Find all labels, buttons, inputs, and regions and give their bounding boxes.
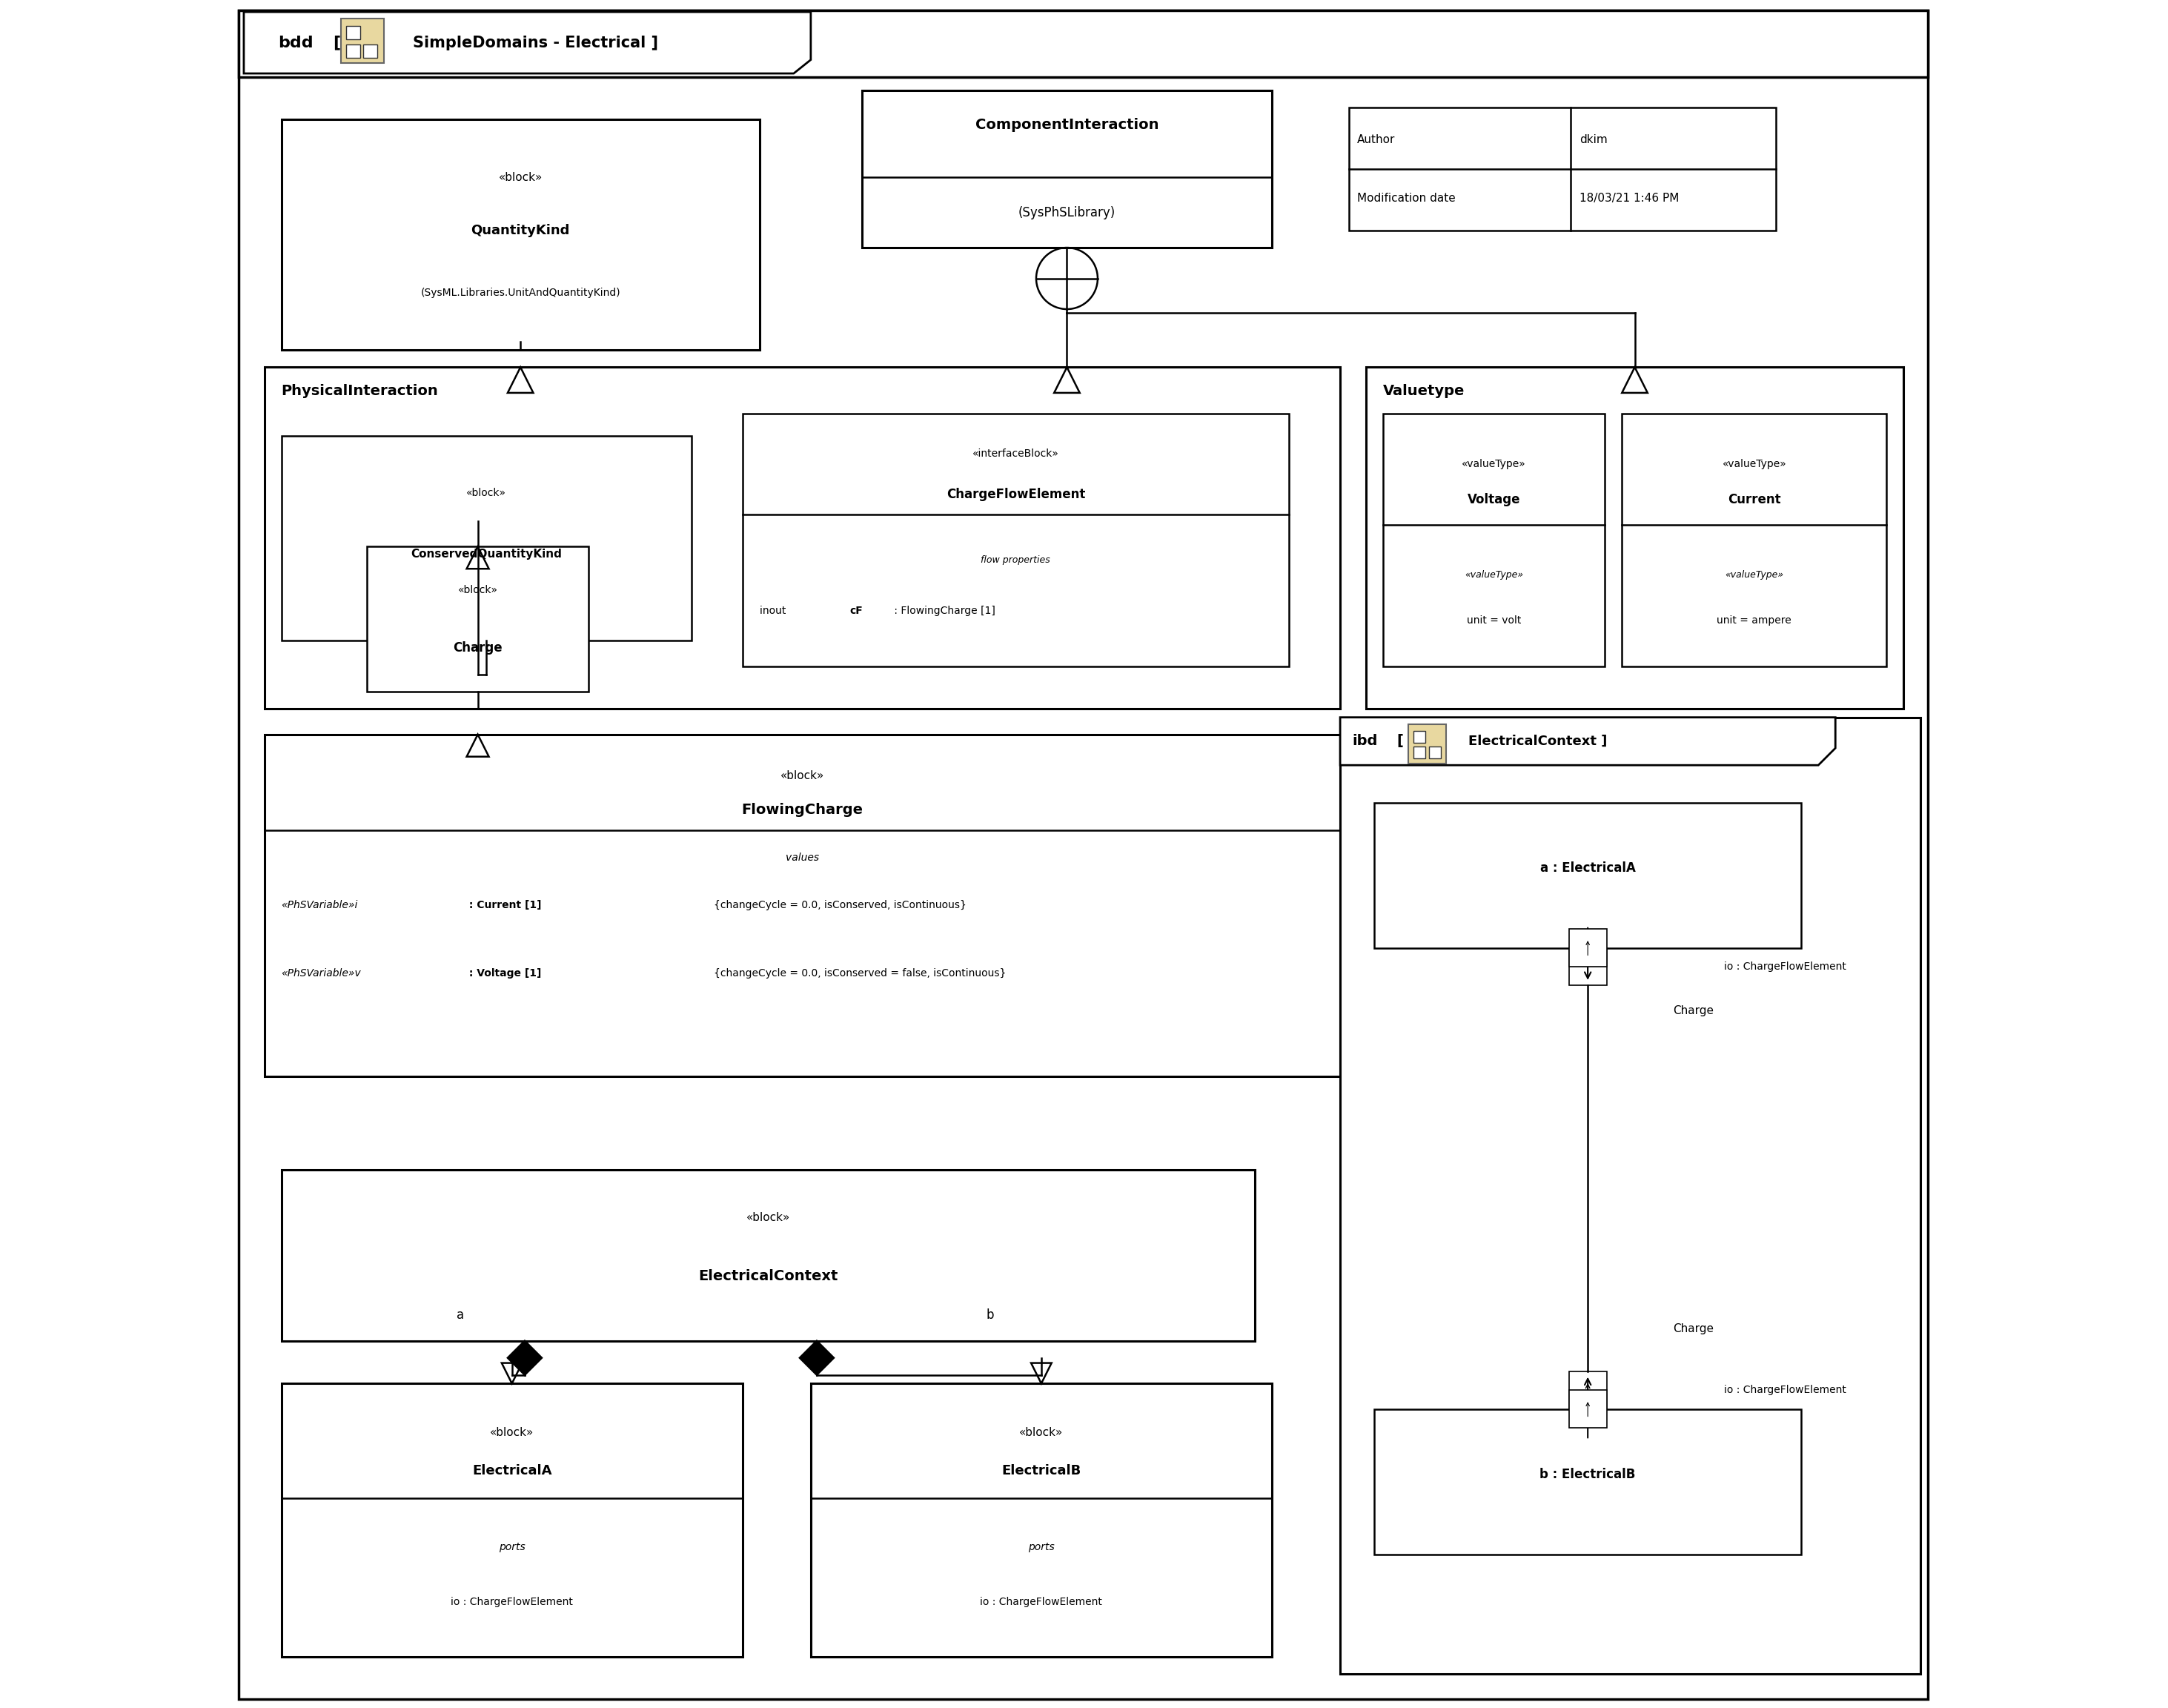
Text: «block»: «block» [780, 770, 824, 781]
Text: io : ChargeFlowElement: io : ChargeFlowElement [980, 1597, 1101, 1607]
Bar [340, 19, 384, 63]
Bar [741, 413, 1290, 666]
Text: Charge: Charge [453, 642, 503, 654]
Bar [811, 1383, 1273, 1657]
Text: «PhSVariable»v: «PhSVariable»v [282, 968, 362, 979]
Text: ElectricalContext: ElectricalContext [698, 1269, 837, 1283]
Text: Charge: Charge [1674, 1324, 1715, 1334]
Text: inout: inout [759, 605, 789, 615]
Text: «block»: «block» [499, 171, 542, 183]
Text: unit = ampere: unit = ampere [1717, 615, 1791, 625]
Bar [1570, 1372, 1606, 1409]
Text: Author: Author [1357, 133, 1396, 145]
Text: PhysicalInteraction: PhysicalInteraction [282, 384, 438, 398]
Text: cF: cF [850, 605, 863, 615]
Text: Charge: Charge [1674, 1006, 1715, 1016]
Bar [863, 91, 1273, 248]
Text: {changeCycle = 0.0, isConserved, isContinuous}: {changeCycle = 0.0, isConserved, isConti… [713, 900, 967, 910]
Bar [238, 10, 1927, 77]
Text: [: [ [332, 36, 340, 50]
Bar [282, 120, 759, 350]
Text: io : ChargeFlowElement: io : ChargeFlowElement [451, 1597, 572, 1607]
Text: [: [ [1396, 734, 1403, 748]
Polygon shape [1340, 717, 1836, 765]
Text: «block»: «block» [490, 1428, 533, 1438]
Text: dkim: dkim [1578, 133, 1606, 145]
Text: : Current [1]: : Current [1] [466, 900, 542, 910]
Text: ChargeFlowElement: ChargeFlowElement [945, 487, 1086, 500]
Bar [264, 367, 1340, 709]
Text: ElectricalB: ElectricalB [1002, 1464, 1082, 1477]
Text: Voltage: Voltage [1468, 492, 1520, 506]
Text: a: a [457, 1308, 464, 1322]
Text: unit = volt: unit = volt [1468, 615, 1522, 625]
Text: «block»: «block» [1019, 1428, 1062, 1438]
Text: {changeCycle = 0.0, isConserved = false, isContinuous}: {changeCycle = 0.0, isConserved = false,… [713, 968, 1006, 979]
Bar [1622, 413, 1886, 666]
Text: io : ChargeFlowElement: io : ChargeFlowElement [1724, 1385, 1847, 1395]
Bar [1383, 413, 1604, 666]
Bar [1570, 1390, 1606, 1428]
Bar [1570, 929, 1606, 967]
Text: : FlowingCharge [1]: : FlowingCharge [1] [891, 605, 995, 615]
Polygon shape [507, 1341, 542, 1375]
Bar [1409, 724, 1446, 763]
Text: «block»: «block» [457, 584, 499, 596]
Bar [1570, 948, 1606, 986]
Text: (SysPhSLibrary): (SysPhSLibrary) [1019, 207, 1117, 220]
Text: FlowingCharge: FlowingCharge [741, 803, 863, 816]
Text: ComponentInteraction: ComponentInteraction [976, 118, 1158, 132]
Bar [1375, 1409, 1802, 1554]
Bar [1414, 731, 1427, 743]
Bar [347, 26, 360, 39]
Text: (SysML.Libraries.UnitAndQuantityKind): (SysML.Libraries.UnitAndQuantityKind) [421, 287, 620, 297]
Text: bdd: bdd [278, 36, 312, 50]
Text: «valueType»: «valueType» [1466, 570, 1524, 581]
Text: values: values [785, 852, 820, 863]
Text: «valueType»: «valueType» [1461, 459, 1526, 470]
Text: ElectricalContext ]: ElectricalContext ] [1468, 734, 1606, 748]
Text: «valueType»: «valueType» [1721, 459, 1786, 470]
Text: flow properties: flow properties [980, 555, 1051, 565]
Text: a : ElectricalA: a : ElectricalA [1539, 861, 1635, 874]
Text: «interfaceBlock»: «interfaceBlock» [973, 449, 1058, 459]
Bar [282, 1383, 741, 1657]
Text: io : ChargeFlowElement: io : ChargeFlowElement [1724, 962, 1847, 972]
Text: SimpleDomains - Electrical ]: SimpleDomains - Electrical ] [412, 36, 659, 50]
Text: Current: Current [1728, 492, 1780, 506]
Bar [282, 436, 692, 640]
Text: b: b [986, 1308, 993, 1322]
Bar [1340, 717, 1921, 1674]
Text: «block»: «block» [746, 1213, 789, 1223]
Text: ElectricalA: ElectricalA [473, 1464, 551, 1477]
Bar [1375, 803, 1802, 948]
Text: ConservedQuantityKind: ConservedQuantityKind [410, 548, 562, 560]
Bar [1366, 367, 1904, 709]
Bar [1348, 108, 1776, 231]
Text: 18/03/21 1:46 PM: 18/03/21 1:46 PM [1578, 193, 1678, 205]
Bar [1429, 746, 1442, 758]
Text: «valueType»: «valueType» [1726, 570, 1784, 581]
Text: : Voltage [1]: : Voltage [1] [466, 968, 542, 979]
Text: ports: ports [1028, 1542, 1054, 1553]
Text: Modification date: Modification date [1357, 193, 1455, 205]
Text: b : ElectricalB: b : ElectricalB [1539, 1467, 1635, 1481]
Bar [366, 547, 590, 692]
Text: ports: ports [499, 1542, 525, 1553]
Text: QuantityKind: QuantityKind [470, 224, 570, 237]
Bar [364, 44, 377, 58]
Polygon shape [243, 12, 811, 73]
Text: «PhSVariable»i: «PhSVariable»i [282, 900, 358, 910]
Bar [347, 44, 360, 58]
Text: «block»: «block» [466, 488, 507, 499]
Bar [264, 734, 1340, 1076]
Text: Valuetype: Valuetype [1383, 384, 1466, 398]
Text: ibd: ibd [1353, 734, 1377, 748]
Polygon shape [800, 1341, 835, 1375]
Bar [1414, 746, 1427, 758]
Bar [282, 1170, 1255, 1341]
